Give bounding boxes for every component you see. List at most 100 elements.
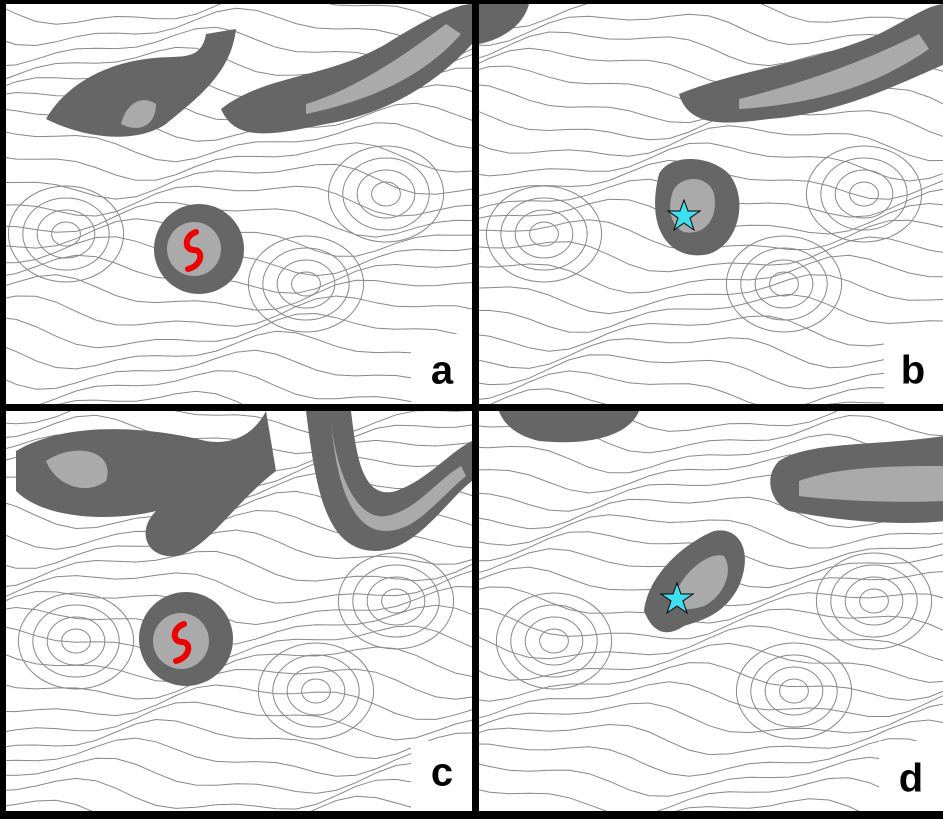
streamline [6, 295, 472, 327]
circulation-line [529, 221, 559, 247]
circulation-line [36, 209, 96, 259]
star-marker [659, 581, 695, 615]
streamlines [479, 411, 943, 811]
streamline [6, 718, 472, 760]
circulation-line [366, 576, 426, 626]
shaded-region [799, 466, 943, 502]
streamline [479, 236, 943, 273]
streamline [479, 315, 943, 352]
streamline [479, 607, 943, 640]
streamline [6, 625, 472, 665]
streamline [6, 701, 472, 741]
panel-label: d [899, 757, 923, 801]
streamline [6, 795, 435, 811]
streamline [479, 662, 943, 702]
streamline [479, 496, 943, 530]
circulation-line [834, 169, 894, 219]
streamline [6, 330, 472, 370]
streamline [6, 274, 472, 311]
streamline [6, 757, 472, 794]
shaded-region [479, 4, 529, 44]
panel-label: c [431, 751, 453, 795]
streamline [6, 142, 472, 181]
streamline [6, 550, 472, 587]
streamline [6, 585, 472, 626]
streamline [6, 777, 472, 810]
streamline [479, 125, 943, 162]
circulation-line [381, 588, 411, 614]
streamline [6, 684, 472, 720]
streamline [6, 411, 471, 436]
shaded-region [331, 421, 466, 531]
circulation-line [7, 185, 125, 283]
streamline [6, 254, 472, 294]
streamline [6, 163, 472, 200]
label-box [884, 334, 943, 404]
circulation-line [805, 145, 923, 243]
streamline [6, 529, 472, 569]
streamline [6, 604, 472, 645]
streamline [490, 388, 943, 404]
circulation-line [725, 235, 843, 333]
label-box [411, 741, 472, 811]
shaded-region [306, 24, 461, 114]
streamline [479, 254, 943, 294]
shaded-region [16, 411, 276, 557]
circulation-line [769, 271, 799, 297]
circulation-line [352, 564, 440, 638]
streamline [479, 13, 943, 47]
streamline [479, 293, 943, 333]
panel-label: a [431, 349, 454, 393]
circulation-line [342, 157, 430, 231]
panel-d: d [479, 411, 943, 811]
panel-b: b [479, 4, 943, 404]
circulation-line [272, 654, 360, 728]
streamline [479, 756, 943, 797]
typhoon-symbol [171, 621, 192, 664]
circulation-line [815, 552, 933, 650]
circulation-line [247, 235, 365, 333]
circulation-line [32, 604, 120, 678]
streamline [6, 201, 472, 238]
streamline [479, 777, 943, 811]
label-box [879, 741, 943, 811]
circulation-line [301, 678, 331, 704]
panel-c: c [6, 411, 472, 811]
circulation-line [859, 588, 889, 614]
circulation-line [276, 259, 336, 309]
streamline [479, 681, 943, 719]
label-box [411, 334, 472, 404]
panel-label: b [901, 349, 925, 393]
circulation-line [779, 678, 809, 704]
circulation-line [830, 564, 918, 638]
streamline [479, 274, 943, 315]
circulation-line [356, 169, 416, 219]
streamline [57, 390, 472, 404]
streamline [39, 370, 472, 404]
shaded-region [221, 4, 472, 134]
streamline [479, 642, 943, 683]
circulation-line [61, 628, 91, 654]
circulation-line [764, 666, 824, 716]
streamline [674, 798, 860, 811]
circulation-line [510, 604, 598, 678]
circulation-line [750, 654, 838, 728]
shaded-region [306, 411, 472, 551]
shaded-region [121, 100, 156, 128]
circulation-line [17, 592, 135, 690]
streamlines [479, 4, 943, 404]
streamline [479, 4, 943, 29]
circulation-line [327, 145, 445, 243]
circulation-line [22, 197, 110, 271]
streamline [479, 586, 943, 624]
shaded-region [679, 4, 943, 123]
streamline [6, 4, 472, 29]
circulation-line [844, 576, 904, 626]
shaded-region [499, 411, 639, 443]
circulation-line [735, 642, 853, 740]
circulation-line [286, 666, 346, 716]
circulation-line [46, 616, 106, 666]
streamline [6, 122, 472, 163]
